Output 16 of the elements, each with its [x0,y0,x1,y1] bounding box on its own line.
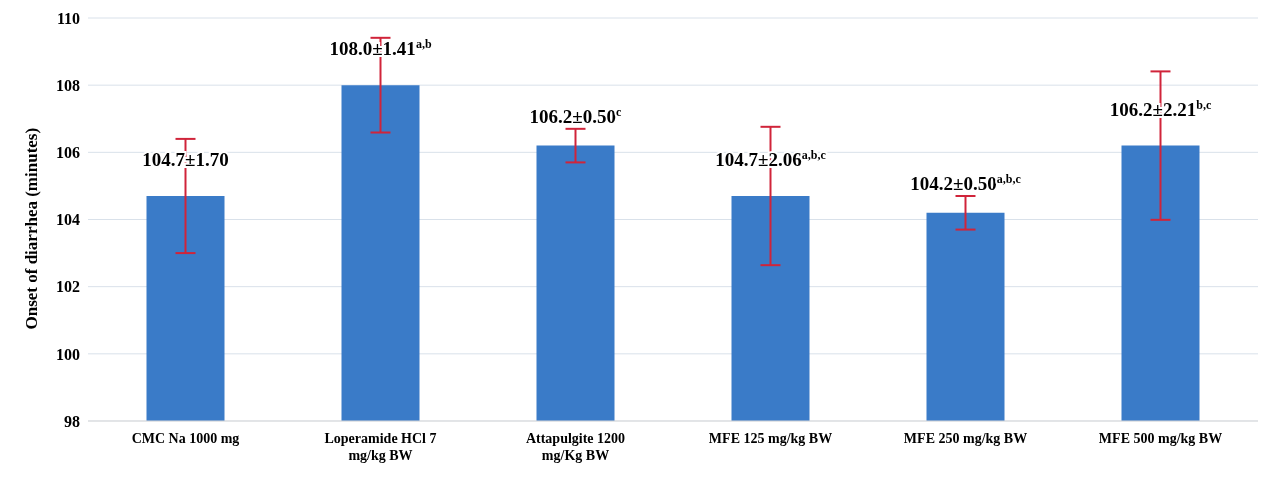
y-axis-title: Onset of diarrhea (minutes) [22,127,42,330]
x-tick-label: MFE 500 mg/kg BW [1098,431,1223,446]
y-tick-label: 106 [56,144,80,162]
y-tick-label: 102 [56,278,80,296]
data-label: 106.2±0.50$^{c}$ [529,104,623,127]
x-tick-label: Attapulgite 1200 mg/Kg BW [525,431,626,463]
x-tick-label: MFE 250 mg/kg BW [903,431,1028,446]
y-tick-label: 100 [56,345,80,363]
y-tick-label: 108 [56,76,80,94]
y-tick-label: 110 [56,9,80,27]
x-tick-label: CMC Na 1000 mg [131,431,240,446]
x-tick-label: Loperamide HCl 7 mg/kg BW [324,431,437,463]
x-tick-label: MFE 125 mg/kg BW [708,431,833,446]
y-tick-label: 98 [64,412,80,430]
data-label: 104.2±0.50$^{a,b,c}$ [910,171,1022,194]
y-tick-label: 104 [56,211,80,229]
